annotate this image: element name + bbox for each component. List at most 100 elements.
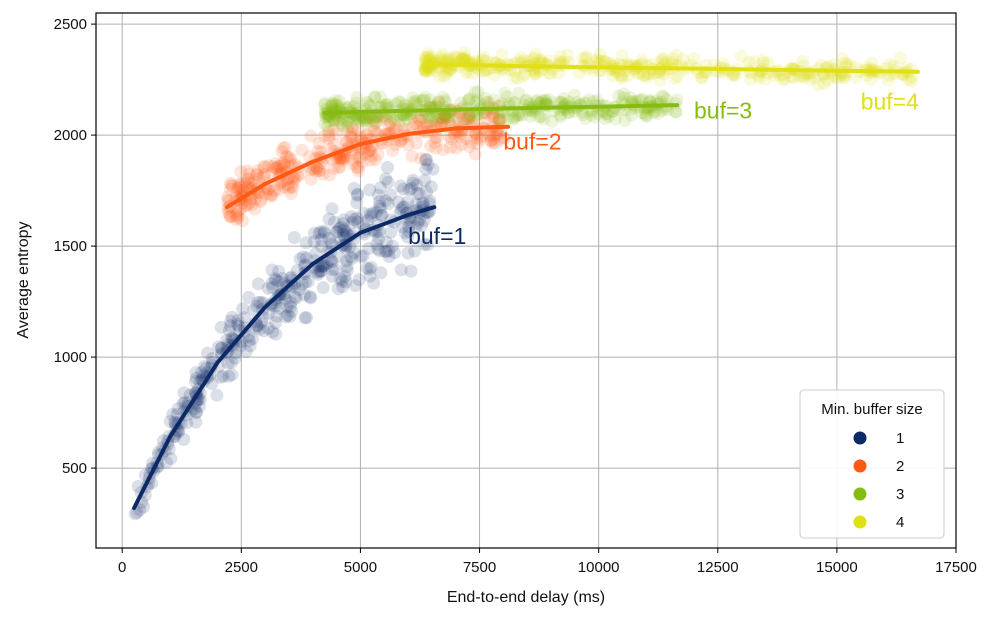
data-point	[449, 141, 463, 155]
data-point	[272, 264, 286, 278]
data-point	[413, 113, 427, 127]
data-point	[458, 46, 472, 60]
data-point	[316, 259, 330, 273]
data-point	[615, 69, 629, 83]
data-point	[350, 211, 364, 225]
data-point	[275, 162, 289, 176]
data-point	[381, 197, 395, 211]
data-point	[363, 269, 377, 283]
data-point	[457, 52, 471, 66]
data-point	[726, 68, 740, 81]
data-point	[128, 507, 142, 521]
data-point	[438, 70, 451, 83]
data-point	[423, 194, 437, 208]
data-point	[293, 252, 307, 266]
data-point	[362, 242, 376, 255]
data-point	[356, 249, 370, 263]
data-point	[327, 122, 341, 136]
data-point	[476, 53, 490, 67]
data-point	[473, 132, 487, 146]
data-point	[584, 108, 598, 121]
data-point	[265, 277, 279, 291]
data-point	[273, 301, 287, 315]
data-point	[284, 187, 298, 201]
data-point	[441, 113, 455, 127]
data-point	[337, 228, 350, 242]
data-point	[457, 52, 471, 66]
data-point	[638, 107, 652, 121]
data-point	[634, 93, 648, 107]
data-point	[497, 131, 511, 144]
data-point	[414, 152, 428, 165]
data-point	[360, 261, 374, 275]
data-point	[479, 95, 493, 109]
data-point	[797, 70, 811, 84]
data-point	[362, 143, 376, 157]
data-point	[340, 124, 354, 138]
data-point	[500, 90, 514, 104]
data-point	[266, 188, 280, 202]
data-point	[429, 116, 443, 129]
data-point	[234, 202, 248, 216]
data-point	[482, 96, 496, 110]
data-point	[229, 213, 243, 226]
data-point	[591, 106, 605, 120]
data-point	[327, 113, 341, 127]
data-point	[344, 250, 357, 264]
data-point	[397, 200, 411, 214]
data-point	[309, 247, 323, 261]
data-point	[314, 264, 328, 278]
data-point	[225, 368, 239, 382]
data-point	[893, 51, 907, 65]
x-tick-label: 17500	[935, 559, 977, 576]
axis-ticks: 0 2500 5000 7500 10000 12500 15000 175005001000…	[54, 16, 977, 576]
data-point	[334, 272, 347, 286]
data-point	[394, 95, 407, 109]
data-point	[351, 164, 365, 178]
data-point	[792, 69, 806, 83]
data-point	[367, 124, 381, 138]
data-point	[336, 217, 350, 231]
data-point	[623, 91, 637, 105]
data-point	[428, 135, 442, 149]
data-point	[230, 182, 244, 196]
data-point	[515, 108, 529, 122]
data-point	[544, 67, 558, 81]
data-point	[761, 56, 775, 70]
data-point	[284, 151, 298, 165]
data-point	[281, 308, 295, 322]
data-point	[269, 327, 283, 341]
data-point	[506, 112, 520, 126]
data-point	[317, 224, 331, 238]
data-point	[369, 206, 383, 220]
data-point	[356, 113, 370, 127]
data-point	[278, 292, 292, 306]
data-point	[384, 188, 398, 202]
data-point	[310, 265, 324, 279]
data-point	[275, 271, 289, 285]
data-point	[441, 65, 454, 79]
data-point	[345, 120, 359, 134]
data-point	[331, 250, 345, 264]
data-point	[225, 356, 238, 370]
data-point	[500, 112, 514, 126]
data-point	[351, 123, 365, 137]
legend-box	[799, 389, 945, 539]
data-point	[534, 110, 548, 123]
data-point	[322, 114, 336, 128]
data-point	[535, 94, 549, 108]
data-point	[412, 213, 426, 227]
data-point	[257, 160, 271, 174]
data-point	[374, 181, 387, 195]
data-point	[599, 55, 612, 69]
data-point	[669, 105, 683, 119]
data-point	[671, 70, 685, 84]
data-point	[325, 99, 339, 113]
data-point	[606, 69, 620, 83]
data-point	[335, 274, 349, 288]
data-point	[526, 53, 540, 67]
data-point	[379, 98, 393, 112]
data-point	[417, 213, 431, 227]
data-point	[412, 113, 426, 127]
data-point	[328, 262, 342, 276]
